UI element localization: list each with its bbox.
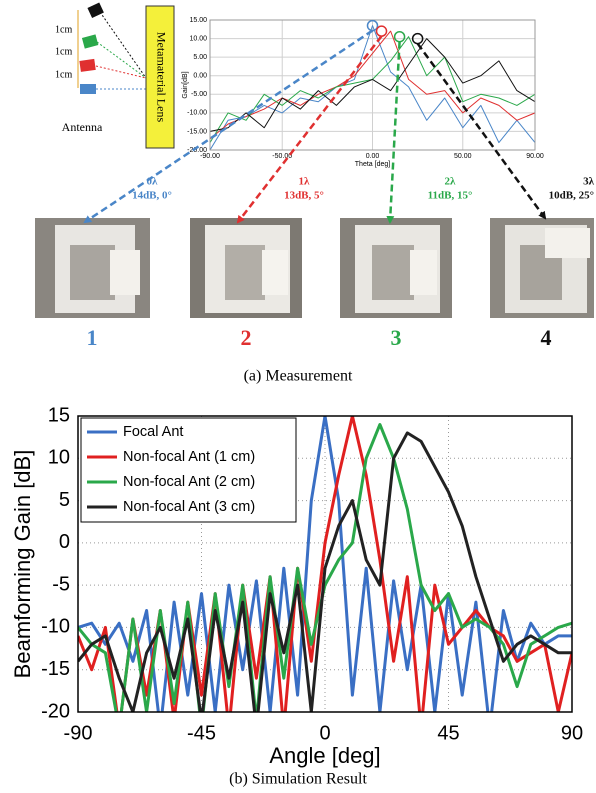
y-tick-label: 15 — [48, 404, 70, 426]
x-tick-label: 50.00 — [454, 153, 472, 160]
peak-label: 2λ — [445, 176, 457, 188]
y-tick-label: 5 — [59, 489, 70, 511]
spacing-label: 1cm — [55, 24, 72, 35]
y-tick-label: -10 — [41, 616, 70, 638]
legend-label: Non-focal Ant (3 cm) — [123, 499, 255, 515]
ray — [99, 11, 147, 79]
x-tick-label: -45 — [187, 722, 216, 744]
photo-number: 4 — [541, 325, 552, 350]
antenna-patch — [79, 58, 96, 72]
photo-part — [225, 245, 265, 300]
series-line — [210, 25, 535, 150]
caption: (b) Simulation Result — [229, 771, 367, 788]
legend-label: Non-focal Ant (1 cm) — [123, 449, 255, 465]
peak-label: 10dB, 25° — [549, 190, 594, 202]
x-tick-label: 90.00 — [526, 153, 544, 160]
x-tick-label: -50.00 — [272, 153, 292, 160]
y-tick-label: -20.00 — [187, 147, 207, 154]
y-tick-label: 5.00 — [193, 54, 207, 61]
ray — [95, 65, 147, 79]
lens — [145, 5, 175, 149]
antenna-patch — [80, 84, 96, 94]
peak-marker — [393, 30, 406, 43]
peak-label: 0λ — [147, 176, 159, 188]
x-tick-label: 0.00 — [366, 153, 380, 160]
y-tick-label: 0.00 — [193, 73, 207, 80]
spacing-label: 1cm — [55, 69, 72, 80]
peak-marker — [411, 32, 424, 45]
photo-part — [110, 250, 140, 295]
arrow — [236, 35, 383, 224]
chart: 15 10 5 0 -5 -10 -15 -20-90 -45 0 45 90 Beamforming … — [10, 404, 583, 768]
peak-label: 1λ — [299, 176, 311, 188]
y-tick-label: -15 — [41, 658, 70, 680]
arrow — [416, 42, 547, 220]
y-tick-label: -10.00 — [187, 110, 207, 117]
chart: 15.00 10.00 5.00 0.00 -5.00 -10.00 -15.00 -20.0… — [83, 17, 595, 224]
x-tick-label: -90 — [64, 722, 93, 744]
x-tick-label: 45 — [437, 722, 459, 744]
photos: 1 2 3 4 — [35, 218, 594, 350]
photo — [35, 218, 150, 318]
legend-label: Non-focal Ant (2 cm) — [123, 474, 255, 490]
y-tick-label: 0 — [59, 531, 70, 553]
caption: (a) Measurement — [244, 368, 353, 385]
antenna-label: Antenna — [62, 120, 103, 134]
x-axis-label: Theta [deg] — [355, 161, 390, 168]
y-tick-label: -5.00 — [191, 91, 207, 98]
y-axis-label: Beamforming Gain [dB] — [10, 450, 35, 679]
peak-label: 3λ — [583, 176, 595, 188]
y-tick-label: -5 — [52, 573, 70, 595]
series-line — [78, 423, 572, 712]
photo — [490, 218, 594, 318]
y-tick-label: -15.00 — [187, 128, 207, 135]
photo-part — [410, 250, 437, 295]
series-line — [78, 431, 572, 712]
x-tick-label: -90.00 — [200, 153, 220, 160]
photo-part — [372, 245, 414, 300]
peak-label: 13dB, 5° — [284, 190, 324, 202]
plot-frame — [77, 415, 573, 713]
arrow — [83, 29, 374, 224]
photo-part — [70, 245, 115, 300]
y-tick-label: -20 — [41, 700, 70, 722]
antenna-patch — [81, 34, 99, 49]
photo — [340, 218, 452, 318]
series-line — [210, 30, 535, 140]
photo-number: 2 — [241, 325, 252, 350]
photo-part — [262, 250, 288, 295]
y-axis-label: Gain[dB] — [182, 71, 189, 98]
antenna-diagram: 1cm 1cm 1cm Antenna Metamaterial Lens — [55, 2, 175, 149]
peak-label: 11dB, 15° — [428, 190, 473, 202]
y-tick-label: 10 — [48, 447, 70, 469]
lens-label: Metamaterial Lens — [154, 32, 168, 123]
x-tick-label: 0 — [319, 722, 330, 744]
photo-number: 3 — [391, 325, 402, 350]
x-axis-label: Angle [deg] — [269, 743, 380, 768]
legend-box — [80, 417, 297, 523]
x-tick-label: 90 — [561, 722, 583, 744]
peak-marker — [366, 19, 379, 32]
y-tick-label: 15.00 — [189, 17, 207, 24]
peak-label: 14dB, 0° — [132, 190, 172, 202]
peak-marker — [375, 25, 388, 37]
photo-part — [545, 228, 590, 258]
y-tick-label: 10.00 — [189, 35, 207, 42]
series-line — [210, 38, 535, 132]
legend-label: Focal Ant — [123, 424, 183, 440]
antenna-patch — [87, 2, 104, 18]
spacing-label: 1cm — [55, 46, 72, 57]
photo-number: 1 — [87, 325, 98, 350]
arrow — [386, 41, 401, 224]
ray — [96, 41, 147, 79]
photo — [190, 218, 302, 318]
